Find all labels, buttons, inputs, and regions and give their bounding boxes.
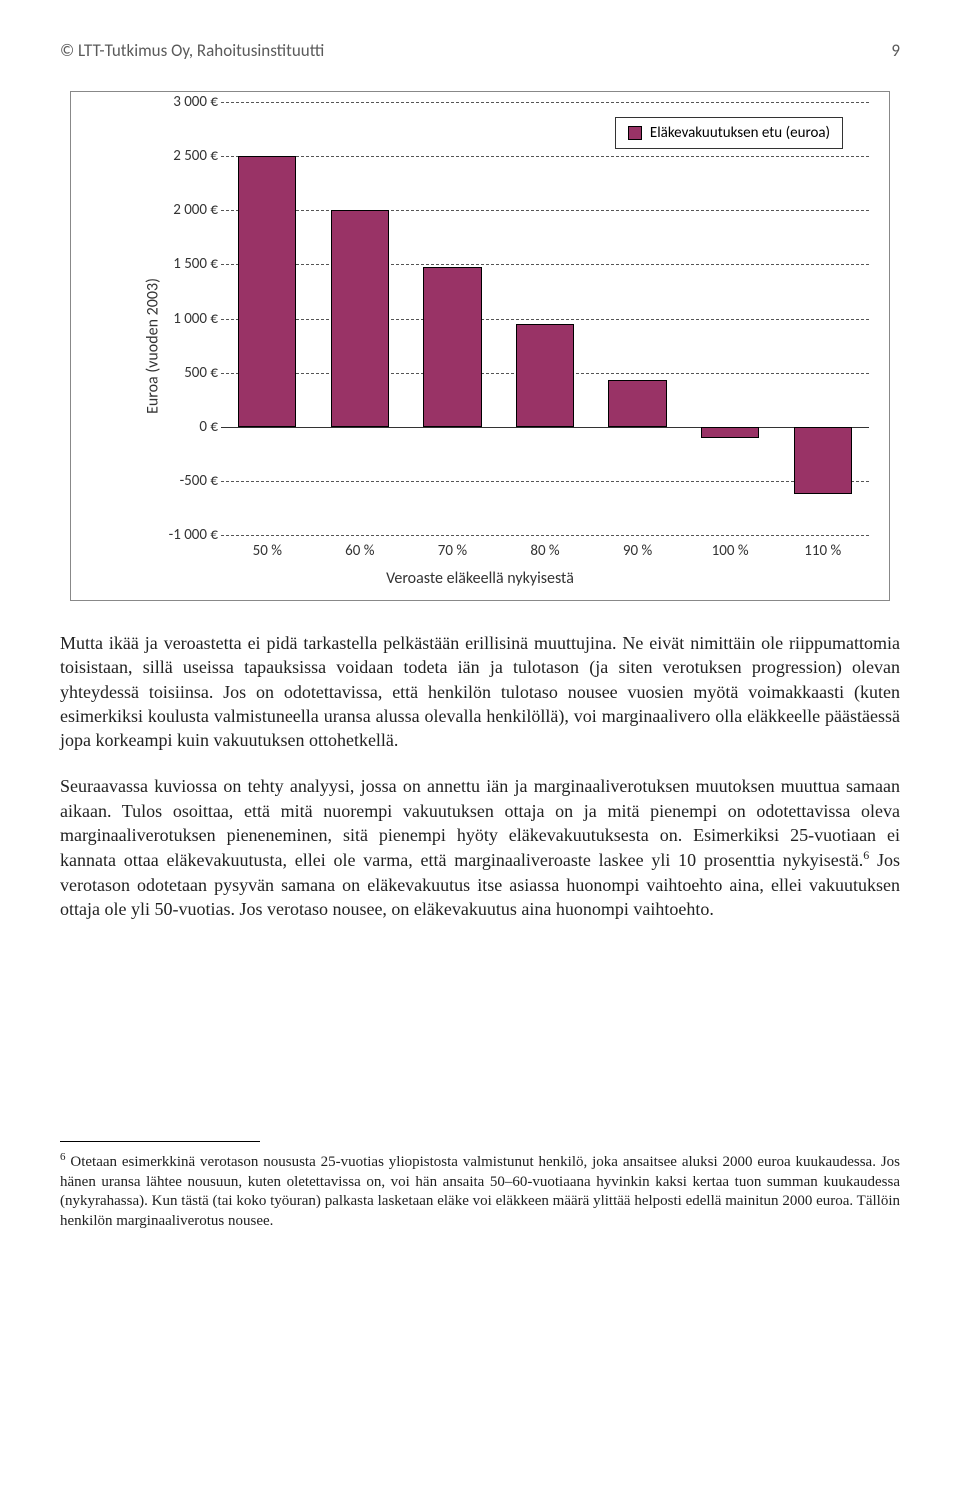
gridline [221, 481, 869, 482]
legend-swatch [628, 126, 642, 140]
y-tick-label: 2 500 € [148, 147, 218, 165]
y-tick-label: 1 000 € [148, 310, 218, 328]
footnote-body: Otetaan esimerkkinä verotason noususta 2… [60, 1154, 900, 1229]
plot-area: 50 %60 %70 %80 %90 %100 %110 %Eläkevakuu… [221, 102, 869, 535]
zero-axis [221, 427, 869, 428]
x-tick-label: 50 % [253, 542, 282, 560]
x-tick-label: 90 % [623, 542, 652, 560]
footnote-text: 6 Otetaan esimerkkinä verotason noususta… [60, 1150, 900, 1231]
footnote-separator [60, 1141, 260, 1142]
x-tick-label: 60 % [345, 542, 374, 560]
gridline [221, 319, 869, 320]
chart-bar [238, 156, 296, 427]
y-tick-label: 3 000 € [148, 93, 218, 111]
chart-legend: Eläkevakuutuksen etu (euroa) [615, 117, 843, 149]
bar-chart: Euroa (vuoden 2003) 50 %60 %70 %80 %90 %… [70, 91, 890, 601]
y-tick-label: -1 000 € [148, 526, 218, 544]
y-tick-label: 0 € [148, 418, 218, 436]
chart-bar [701, 427, 759, 438]
header-copyright: © LTT-Tutkimus Oy, Rahoitusinstituutti [60, 40, 324, 61]
gridline [221, 210, 869, 211]
x-tick-label: 110 % [804, 542, 841, 560]
paragraph-2a: Seuraavassa kuviossa on tehty analyysi, … [60, 776, 900, 870]
x-axis-label: Veroaste eläkeellä nykyisestä [386, 569, 574, 588]
gridline [221, 535, 869, 536]
y-tick-label: -500 € [148, 472, 218, 490]
legend-label: Eläkevakuutuksen etu (euroa) [650, 124, 830, 142]
chart-bar [794, 427, 852, 494]
page-number: 9 [891, 40, 900, 61]
x-tick-label: 80 % [530, 542, 559, 560]
plot-container: 50 %60 %70 %80 %90 %100 %110 %Eläkevakuu… [141, 102, 869, 535]
y-tick-label: 500 € [148, 364, 218, 382]
page-header: © LTT-Tutkimus Oy, Rahoitusinstituutti 9 [60, 40, 900, 61]
chart-bar [608, 380, 666, 427]
gridline [221, 264, 869, 265]
chart-bar [516, 324, 574, 427]
chart-bar [423, 267, 481, 427]
x-tick-label: 70 % [438, 542, 467, 560]
x-tick-label: 100 % [712, 542, 749, 560]
y-tick-label: 2 000 € [148, 201, 218, 219]
y-tick-label: 1 500 € [148, 255, 218, 273]
paragraph-1: Mutta ikää ja veroastetta ei pidä tarkas… [60, 631, 900, 752]
gridline [221, 102, 869, 103]
paragraph-2: Seuraavassa kuviossa on tehty analyysi, … [60, 774, 900, 921]
chart-bar [331, 210, 389, 427]
gridline [221, 156, 869, 157]
